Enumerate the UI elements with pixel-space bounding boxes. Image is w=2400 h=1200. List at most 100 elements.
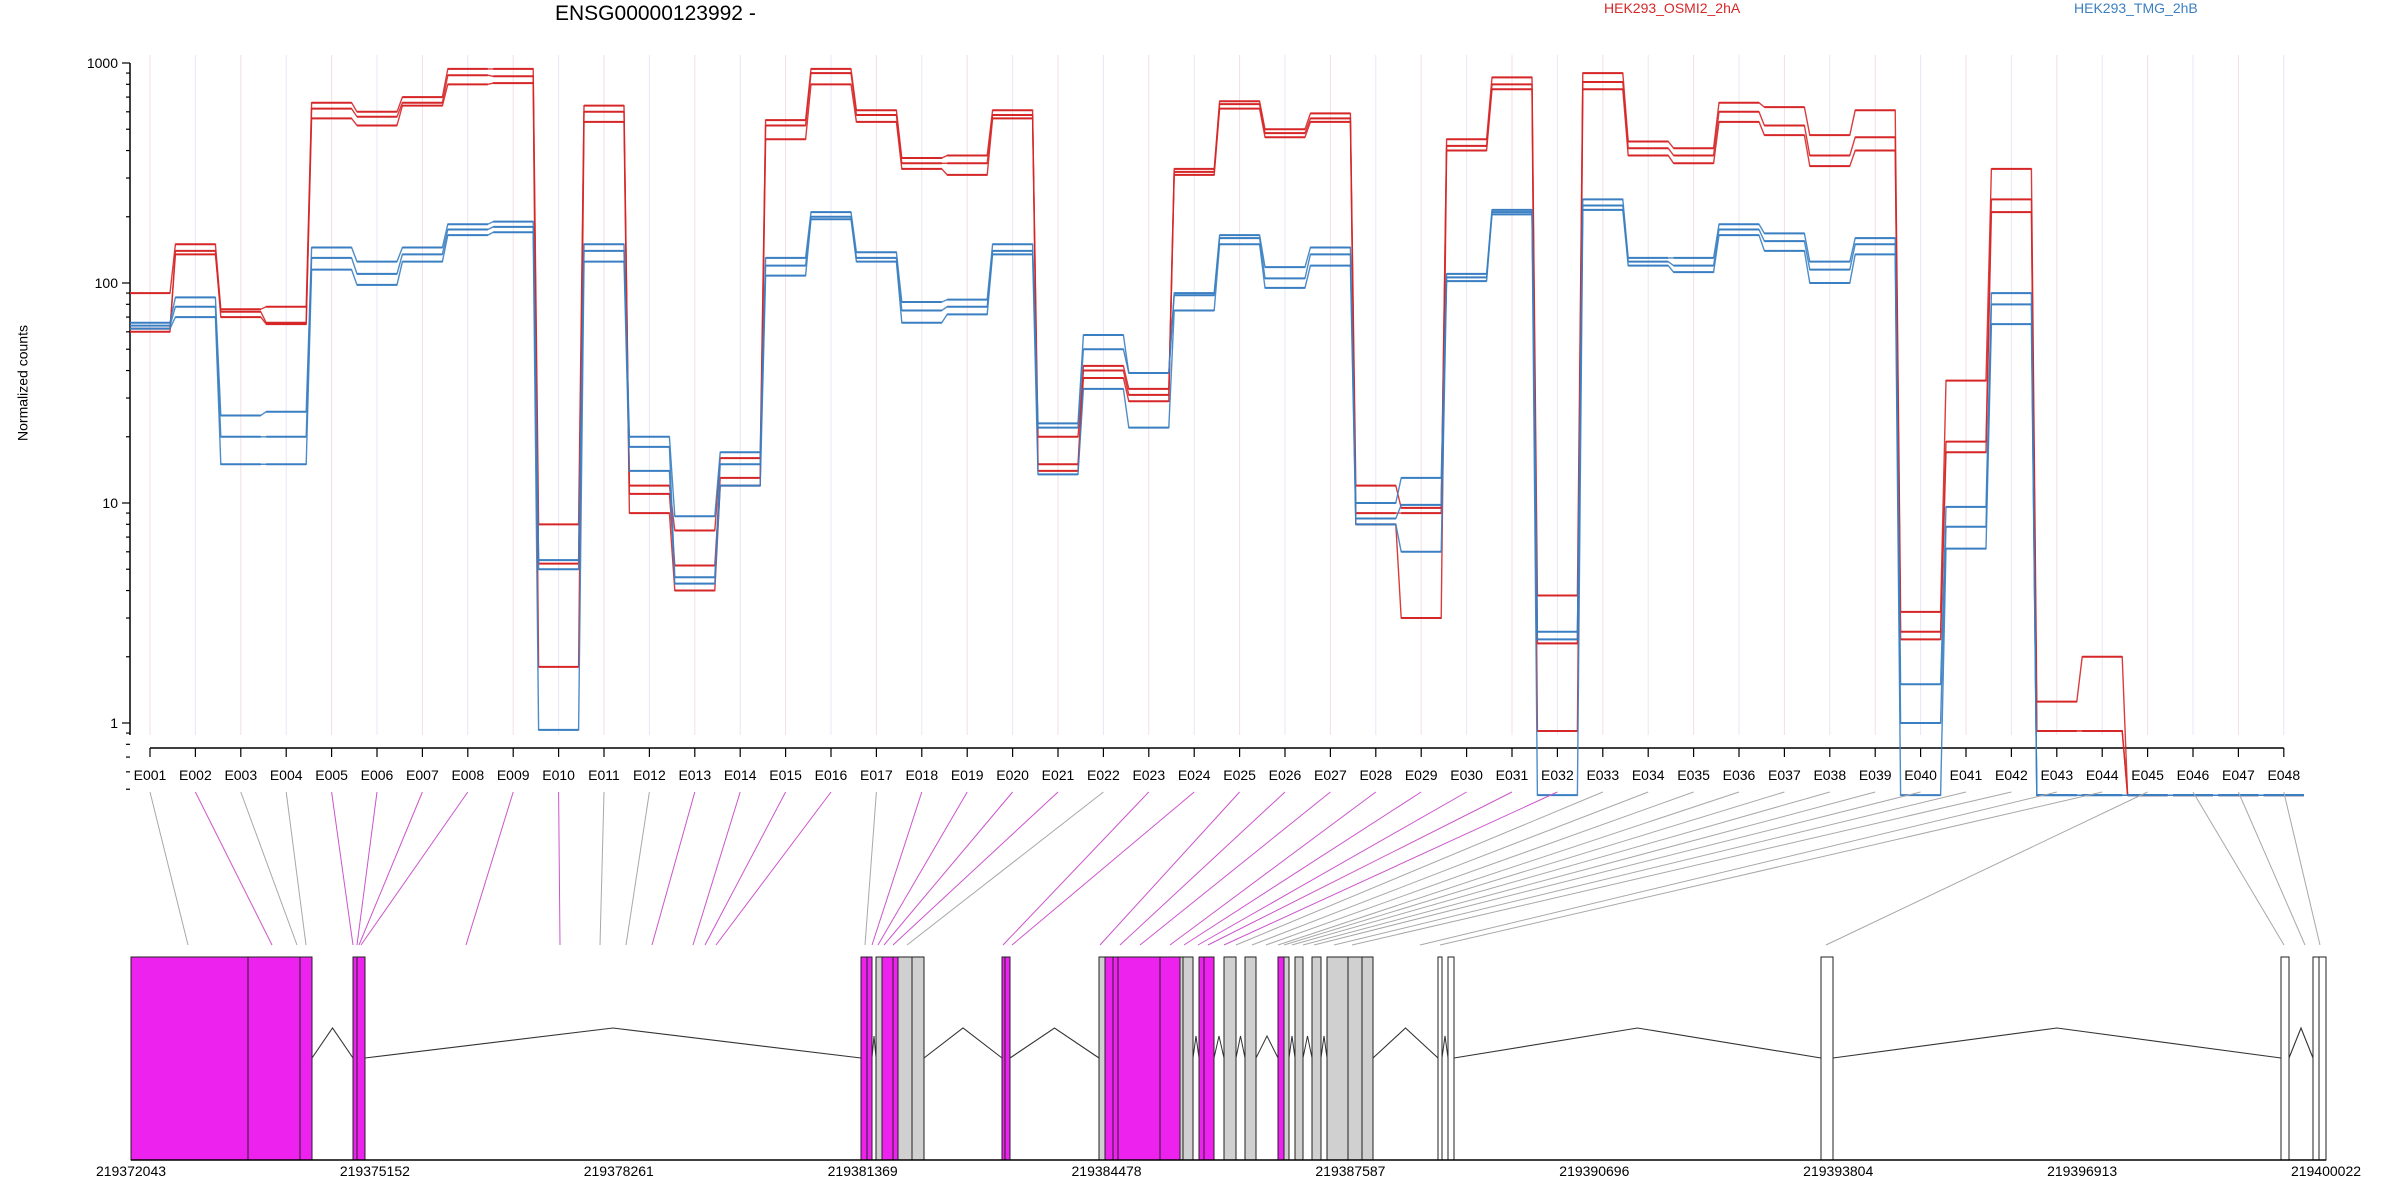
y-axis: 1 10 100 1000 — [87, 55, 131, 790]
x-tick-label: E047 — [2222, 767, 2255, 783]
exon-box — [1820, 956, 1834, 1161]
y-tick-label: 1 — [110, 715, 118, 731]
x-tick-label: E045 — [2131, 767, 2164, 783]
exon-box — [1004, 956, 1011, 1161]
exon-connector — [1291, 791, 1830, 946]
exon-box — [299, 956, 313, 1161]
intron-line — [311, 1027, 354, 1059]
x-tick-label: E024 — [1178, 767, 1211, 783]
x-tick-label: E025 — [1223, 767, 1256, 783]
exon-connector — [871, 791, 923, 946]
x-tick-label: E022 — [1087, 767, 1120, 783]
exon-connector — [864, 791, 877, 946]
intron-line — [1235, 1035, 1246, 1059]
x-tick-label: E046 — [2177, 767, 2210, 783]
coordinate-label: 219400022 — [2291, 1163, 2361, 1179]
exon-box — [1159, 956, 1181, 1161]
intron-line — [1320, 1035, 1328, 1059]
series-line — [130, 204, 2304, 796]
intron-line — [1832, 1027, 2282, 1059]
exon-box — [1277, 956, 1285, 1161]
exon-connector — [715, 791, 832, 946]
exon-box — [1361, 956, 1374, 1161]
coordinate-label: 219375152 — [340, 1163, 410, 1179]
exon-connector — [1207, 791, 1513, 946]
x-tick-label: E040 — [1904, 767, 1937, 783]
exon-box — [1437, 956, 1443, 1161]
x-axis: E001 E002 E003 E004 E005 E006 E007 E008 E009 E010… — [134, 747, 2300, 783]
x-tick-label: E029 — [1405, 767, 1438, 783]
exon-connector — [331, 791, 354, 946]
x-tick-label: E039 — [1859, 767, 1892, 783]
exon-box — [1326, 956, 1349, 1161]
y-tick-label: 10 — [102, 495, 118, 511]
series-line — [130, 209, 2304, 796]
x-tick-label: E001 — [134, 767, 167, 783]
intron-line — [1192, 1035, 1200, 1059]
intron-line — [1441, 1035, 1449, 1059]
coordinate-label: 219396913 — [2047, 1163, 2117, 1179]
exon-connector — [1223, 791, 1558, 946]
exon-box — [866, 956, 873, 1161]
exon-connector — [558, 791, 561, 946]
series-line — [130, 72, 2304, 796]
exon-connector — [1351, 791, 2012, 946]
exon-box — [897, 956, 913, 1161]
exon-box — [1198, 956, 1205, 1161]
x-tick-label: E002 — [179, 767, 212, 783]
y-tick-label: 1000 — [87, 55, 118, 71]
exon-connector — [1011, 791, 1195, 946]
exon-box — [1447, 956, 1455, 1161]
x-tick-label: E048 — [2267, 767, 2300, 783]
exon-connector — [2192, 791, 2285, 946]
exon-box — [1182, 956, 1194, 1161]
exon-box — [130, 956, 249, 1161]
exon-connector — [1265, 791, 1694, 946]
exon-box — [2318, 956, 2327, 1161]
series-line — [130, 198, 2304, 796]
exon-connector — [1197, 791, 1467, 946]
exon-box — [1244, 956, 1257, 1161]
exon-connector-lines — [149, 791, 2321, 946]
exon-connector — [360, 791, 469, 946]
exon-connector — [1002, 791, 1150, 946]
x-tick-label: E026 — [1269, 767, 1302, 783]
x-tick-label: E042 — [1995, 767, 2028, 783]
x-tick-label: E035 — [1677, 767, 1710, 783]
intron-line — [1288, 1035, 1296, 1059]
exon-connector — [1333, 791, 1967, 946]
x-tick-label: E016 — [815, 767, 848, 783]
exon-connector — [1251, 791, 1649, 946]
series-line — [130, 68, 2304, 796]
intron-line — [1372, 1027, 1439, 1059]
exon-connector — [1183, 791, 1422, 946]
x-tick-label: E004 — [270, 767, 303, 783]
exon-connector — [625, 791, 650, 946]
x-tick-label: E032 — [1541, 767, 1574, 783]
coordinate-label: 219384478 — [1072, 1163, 1142, 1179]
exon-box — [2280, 956, 2290, 1161]
exon-connector — [1139, 791, 1331, 946]
gene-model-track — [130, 956, 2327, 1161]
intron-line — [1255, 1034, 1279, 1059]
legend-entry-osmi2: HEK293_OSMI2_2hA — [1604, 0, 1741, 16]
x-tick-label: E030 — [1450, 767, 1483, 783]
exon-box — [2312, 956, 2320, 1161]
exon-box — [1283, 956, 1290, 1161]
exon-connector — [892, 791, 1059, 946]
exon-connector — [1439, 791, 2103, 946]
x-tick-label: E003 — [224, 767, 257, 783]
exon-connector — [1235, 791, 1603, 946]
x-tick-label: E043 — [2040, 767, 2073, 783]
intron-line — [364, 1027, 862, 1059]
y-axis-label: Normalized counts — [14, 325, 31, 441]
exon-connector — [1302, 791, 1876, 946]
exon-box — [1117, 956, 1161, 1161]
exon-gridlines — [149, 55, 2285, 735]
exon-box — [1311, 956, 1322, 1161]
series-lines — [130, 67, 2304, 797]
intron-line — [1009, 1027, 1100, 1059]
intron-line — [1302, 1035, 1313, 1059]
x-tick-label: E009 — [497, 767, 530, 783]
exon-connector — [906, 791, 1104, 946]
